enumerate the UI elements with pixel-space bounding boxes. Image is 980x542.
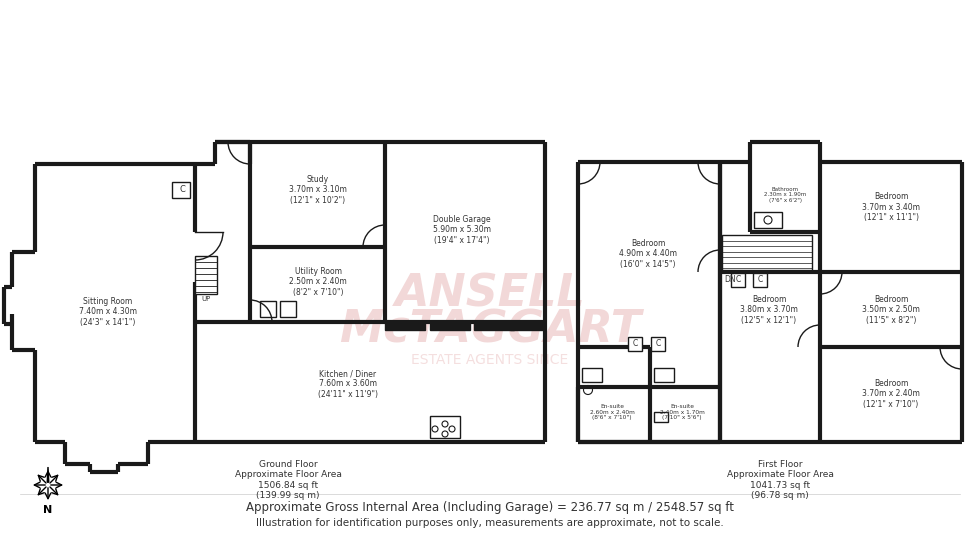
Bar [754,212,782,228]
Bar [654,368,674,382]
Text: En-suite
2.40m x 1.70m
(7'10" x 5'6"): En-suite 2.40m x 1.70m (7'10" x 5'6") [660,404,705,420]
Text: Bedroom
3.70m x 3.40m
(12'1" x 11'1"): Bedroom 3.70m x 3.40m (12'1" x 11'1") [862,192,920,222]
Text: Bedroom
3.80m x 3.70m
(12'5" x 12'1"): Bedroom 3.80m x 3.70m (12'5" x 12'1") [740,295,798,325]
Text: ANSELL: ANSELL [395,273,585,315]
Text: Bedroom
3.50m x 2.50m
(11'5" x 8'2"): Bedroom 3.50m x 2.50m (11'5" x 8'2") [862,295,920,325]
Text: First Floor
Approximate Floor Area
1041.73 sq ft
(96.78 sq m): First Floor Approximate Floor Area 1041.… [726,460,833,500]
Text: Kitchen / Diner
7.60m x 3.60m
(24'11" x 11'9"): Kitchen / Diner 7.60m x 3.60m (24'11" x … [318,369,378,399]
Bar [628,337,642,351]
Bar [195,256,217,294]
Text: Double Garage
5.90m x 5.30m
(19'4" x 17'4"): Double Garage 5.90m x 5.30m (19'4" x 17'… [433,215,491,245]
Text: McTAGGART: McTAGGART [339,308,641,352]
Bar [510,322,545,330]
Text: Sitting Room
7.40m x 4.30m
(24'3" x 14'1"): Sitting Room 7.40m x 4.30m (24'3" x 14'1… [79,297,137,327]
Text: Study
3.70m x 3.10m
(12'1" x 10'2"): Study 3.70m x 3.10m (12'1" x 10'2") [289,175,347,205]
Bar [651,337,665,351]
Bar [260,301,276,317]
Bar [430,416,460,438]
Bar [385,322,425,330]
Text: ESTATE AGENTS SINCE: ESTATE AGENTS SINCE [412,353,568,367]
Text: Utility Room
2.50m x 2.40m
(8'2" x 7'10"): Utility Room 2.50m x 2.40m (8'2" x 7'10"… [289,267,347,297]
Text: Ground Floor
Approximate Floor Area
1506.84 sq ft
(139.99 sq m): Ground Floor Approximate Floor Area 1506… [234,460,341,500]
Bar [280,301,296,317]
Bar [654,412,668,422]
Bar [474,322,514,330]
Text: Approximate Gross Internal Area (Including Garage) = 236.77 sq m / 2548.57 sq ft: Approximate Gross Internal Area (Includi… [246,500,734,513]
Text: C: C [758,275,762,285]
Bar [582,368,602,382]
Bar [430,322,470,330]
Text: Illustration for identification purposes only, measurements are approximate, not: Illustration for identification purposes… [256,518,724,528]
Text: Bedroom
4.90m x 4.40m
(16'0" x 14'5"): Bedroom 4.90m x 4.40m (16'0" x 14'5") [619,239,677,269]
Text: Bathroom
2.30m x 1.90m
(7'6" x 6'2"): Bathroom 2.30m x 1.90m (7'6" x 6'2") [763,186,807,203]
Text: UP: UP [201,296,211,302]
Text: C: C [179,185,185,195]
Text: C: C [656,339,661,349]
Bar [172,182,190,198]
Text: DN: DN [724,274,736,283]
Bar [722,235,812,270]
Text: C: C [735,275,741,285]
Bar [753,273,767,287]
Bar [731,273,745,287]
Polygon shape [47,467,49,482]
Text: N: N [43,505,53,515]
Text: En-suite
2.60m x 2.40m
(8'6" x 7'10"): En-suite 2.60m x 2.40m (8'6" x 7'10") [590,404,634,420]
Text: Bedroom
3.70m x 2.40m
(12'1" x 7'10"): Bedroom 3.70m x 2.40m (12'1" x 7'10") [862,379,920,409]
Text: C: C [632,339,638,349]
